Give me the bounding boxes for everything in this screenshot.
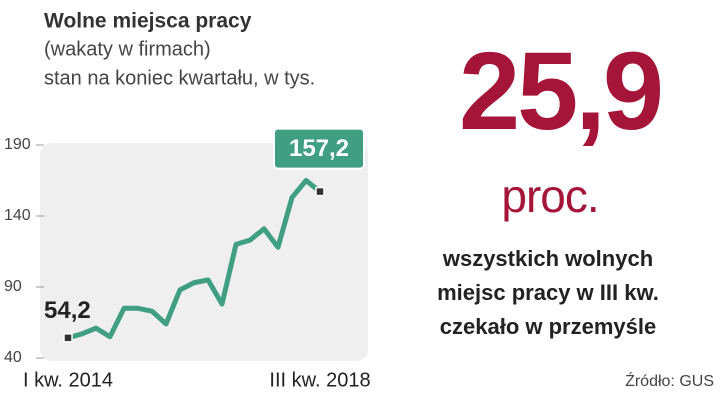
highlight-value: 25,9: [459, 30, 661, 153]
highlight-text: wszystkich wolnych: [442, 246, 653, 271]
source: Źródło: GUS: [625, 371, 714, 390]
chart-subtitle: stan na koniec kwartału, w tys.: [44, 67, 315, 89]
line: [67, 178, 322, 341]
value-label: 157,2: [289, 135, 349, 162]
value-label-box: [273, 127, 365, 170]
plot-background: [40, 143, 368, 361]
y-tick-label: 140: [4, 207, 31, 224]
highlight-text: miejsc pracy w III kw.: [437, 280, 659, 305]
highlight-unit: proc.: [501, 170, 598, 222]
chart-title: Wolne miejsca pracy: [44, 10, 252, 33]
highlight-text: czekało w przemyśle: [440, 314, 656, 339]
y-tick-label: 190: [4, 136, 31, 153]
x-tick-label: I kw. 2014: [23, 369, 113, 391]
chart-subtitle: (wakaty w firmach): [44, 38, 211, 60]
point-marker: [63, 333, 73, 343]
y-tick-label: 40: [4, 349, 22, 366]
x-tick-label: III kw. 2018: [269, 369, 370, 391]
point-marker: [315, 186, 325, 197]
y-tick-label: 90: [4, 278, 22, 295]
value-label: 54,2: [44, 297, 91, 324]
